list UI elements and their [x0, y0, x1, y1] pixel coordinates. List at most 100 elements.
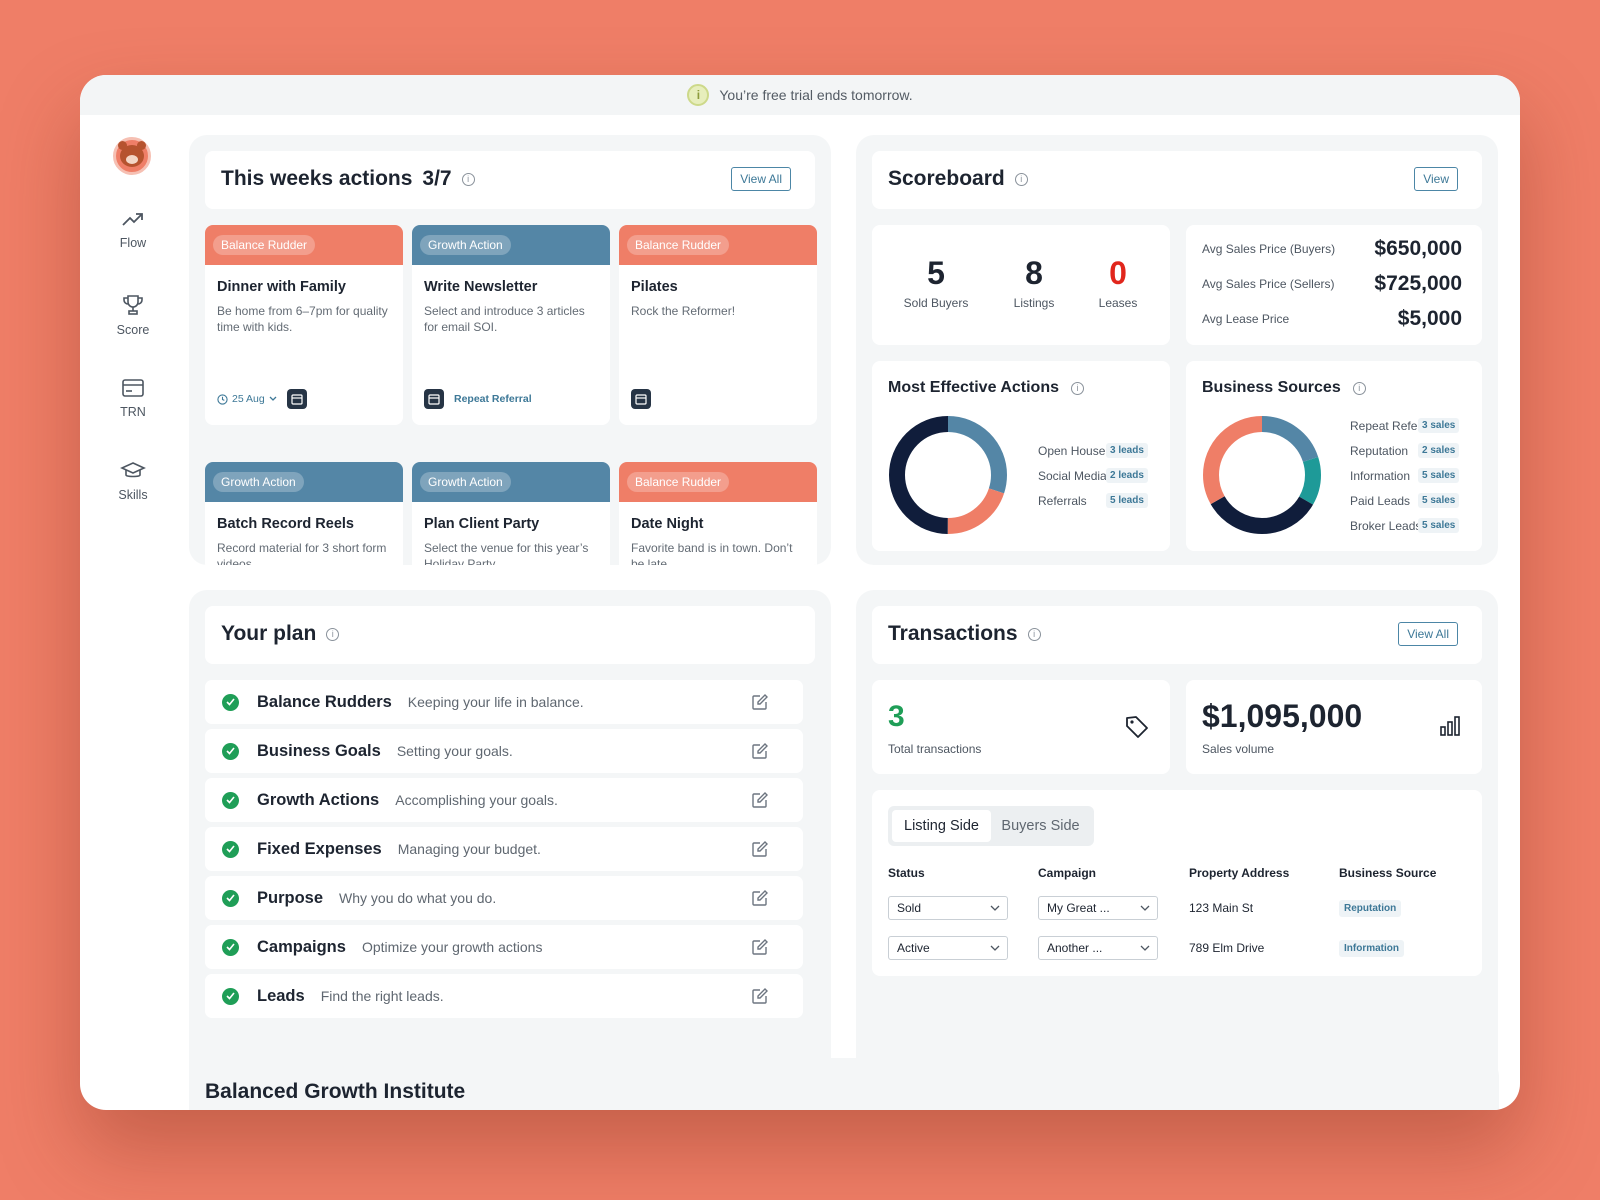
check-circle-icon	[222, 693, 239, 711]
plan-item[interactable]: Balance Rudders Keeping your life in bala…	[205, 680, 803, 724]
plan-item[interactable]: Campaigns Optimize your growth actions	[205, 925, 803, 969]
action-card[interactable]: Balance Rudder Date Night Favorite band …	[619, 462, 817, 565]
tab-listing-side[interactable]: Listing Side	[892, 810, 991, 842]
sidebar-item-skills[interactable]: Skills	[98, 460, 168, 502]
legend-count: 5 sales	[1418, 468, 1460, 483]
clock-icon	[217, 393, 228, 405]
action-title: Write Newsletter	[424, 279, 538, 295]
trial-banner-text: You’re free trial ends tomorrow.	[719, 87, 913, 103]
stats-card: 5 Sold Buyers 8 Listings 0 Leases	[872, 225, 1170, 345]
action-card[interactable]: Growth Action Write Newsletter Select an…	[412, 225, 610, 425]
plan-item[interactable]: Business Goals Setting your goals.	[205, 729, 803, 773]
price-label: Avg Sales Price (Sellers)	[1202, 277, 1335, 291]
column-header: Campaign	[1038, 866, 1097, 880]
action-card-header: Growth Action	[412, 225, 610, 265]
donut-slice-2	[1203, 416, 1321, 534]
stat-label: Leases	[1098, 296, 1138, 310]
status-select-value: Sold	[897, 901, 922, 915]
business-source-chip: Information	[1339, 940, 1404, 957]
weekly-actions-title-text: This weeks actions	[221, 167, 413, 190]
plan-item[interactable]: Purpose Why you do what you do.	[205, 876, 803, 920]
info-icon[interactable]: i	[326, 627, 340, 641]
action-card[interactable]: Balance Rudder Dinner with Family Be hom…	[205, 225, 403, 425]
legend-item: Broker Leads 5 sales	[1350, 518, 1460, 533]
sales-volume-value: $1,095,000	[1202, 698, 1363, 734]
plan-item-desc: Managing your budget.	[397, 841, 541, 857]
plan-item[interactable]: Leads Find the right leads.	[205, 974, 803, 1018]
sidebar-item-flow[interactable]: Flow	[98, 210, 168, 250]
plan-item-name: Fixed Expenses	[257, 839, 382, 858]
campaign-select[interactable]: Another ...	[1038, 936, 1158, 960]
sidebar-item-score[interactable]: Score	[98, 293, 168, 337]
edit-icon[interactable]	[751, 889, 769, 912]
campaign-select[interactable]: My Great ...	[1038, 896, 1158, 920]
check-circle-icon	[222, 889, 239, 907]
action-tag: Balance Rudder	[627, 472, 730, 492]
most-effective-actions-title: Most Effective Actions i	[888, 379, 1084, 397]
edit-icon[interactable]	[751, 840, 769, 863]
view-all-transactions-button[interactable]: View All	[1398, 622, 1458, 646]
action-card[interactable]: Growth Action Plan Client Party Select t…	[412, 462, 610, 565]
info-icon[interactable]: i	[1027, 627, 1041, 641]
info-icon[interactable]: i	[461, 172, 475, 186]
calendar-icon[interactable]	[286, 389, 307, 409]
plan-item-name: Campaigns	[257, 937, 346, 956]
repeat-label: Repeat Referral	[454, 393, 532, 405]
your-plan-header: Your plan i	[205, 606, 815, 664]
donut-slice-3	[1203, 416, 1321, 534]
action-desc: Record material for 3 short form videos.	[217, 541, 387, 565]
status-select[interactable]: Sold	[888, 896, 1008, 920]
plan-item[interactable]: Growth Actions Accomplishing your goals.	[205, 778, 803, 822]
price-tag-icon	[1126, 716, 1148, 738]
bear-logo[interactable]	[113, 137, 151, 175]
calendar-icon[interactable]	[631, 389, 651, 409]
action-title: Date Night	[631, 516, 704, 532]
property-address: 123 Main St	[1189, 901, 1254, 915]
info-icon[interactable]: i	[1071, 381, 1084, 395]
view-all-actions-button[interactable]: View All	[731, 167, 791, 191]
action-card[interactable]: Growth Action Batch Record Reels Record …	[205, 462, 403, 565]
edit-icon[interactable]	[751, 693, 769, 716]
action-tag: Growth Action	[420, 235, 511, 255]
weekly-actions-panel: This weeks actions 3/7 i View All Balanc…	[189, 135, 831, 565]
transactions-header: Transactions i View All	[872, 606, 1482, 664]
action-desc: Select the venue for this year’s Holiday…	[424, 541, 589, 565]
check-circle-icon	[222, 791, 239, 809]
column-header: Status	[888, 866, 925, 880]
app-window: i You’re free trial ends tomorrow. Flow …	[80, 75, 1520, 1110]
legend-name: Open House	[1038, 443, 1106, 458]
price-value: $5,000	[1397, 307, 1462, 330]
sales-volume-card: $1,095,000 Sales volume	[1186, 680, 1482, 774]
tab-buyers-side[interactable]: Buyers Side	[1001, 818, 1080, 834]
action-desc: Rock the Reformer!	[631, 304, 736, 318]
edit-icon[interactable]	[751, 791, 769, 814]
view-scoreboard-button[interactable]: View	[1414, 167, 1458, 191]
stat-leases: 0 Leases	[1080, 255, 1156, 310]
date-label: 25 Aug	[232, 393, 265, 405]
date-dropdown[interactable]: 25 Aug	[217, 393, 277, 405]
stat-value: 5	[927, 255, 945, 291]
legend-item: Paid Leads 5 sales	[1350, 493, 1460, 508]
info-icon[interactable]: i	[1352, 381, 1366, 395]
plan-item-name: Business Goals	[257, 741, 381, 760]
most-effective-actions-donut	[889, 416, 1007, 534]
chevron-down-icon	[990, 905, 1000, 911]
campaign-select-value: Another ...	[1047, 941, 1103, 955]
plan-item[interactable]: Fixed Expenses Managing your budget.	[205, 827, 803, 871]
legend-name: Paid Leads	[1350, 493, 1411, 508]
sidebar-item-trn[interactable]: TRN	[98, 377, 168, 419]
edit-icon[interactable]	[751, 987, 769, 1010]
total-transactions-label: Total transactions	[888, 742, 982, 756]
scoreboard-title: Scoreboard i	[888, 167, 1028, 191]
action-card-header: Balance Rudder	[619, 462, 817, 502]
business-sources-donut	[1203, 416, 1321, 534]
info-icon[interactable]: i	[1014, 172, 1028, 186]
sales-volume-label: Sales volume	[1202, 742, 1275, 756]
edit-icon[interactable]	[751, 938, 769, 961]
property-address: 789 Elm Drive	[1189, 941, 1265, 955]
edit-icon[interactable]	[751, 742, 769, 765]
your-plan-panel: Your plan i Balance Rudders Keeping your …	[189, 590, 831, 1110]
action-card[interactable]: Balance Rudder Pilates Rock the Reformer…	[619, 225, 817, 425]
calendar-icon[interactable]	[424, 389, 444, 409]
status-select[interactable]: Active	[888, 936, 1008, 960]
